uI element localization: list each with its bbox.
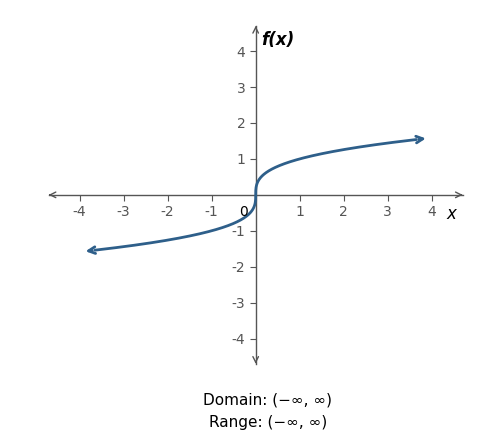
Text: x: x — [447, 205, 456, 223]
Text: f(x): f(x) — [261, 31, 294, 49]
Text: Range: (−∞, ∞): Range: (−∞, ∞) — [209, 414, 327, 430]
Text: Domain: (−∞, ∞): Domain: (−∞, ∞) — [204, 393, 332, 408]
Text: 0: 0 — [239, 205, 248, 219]
